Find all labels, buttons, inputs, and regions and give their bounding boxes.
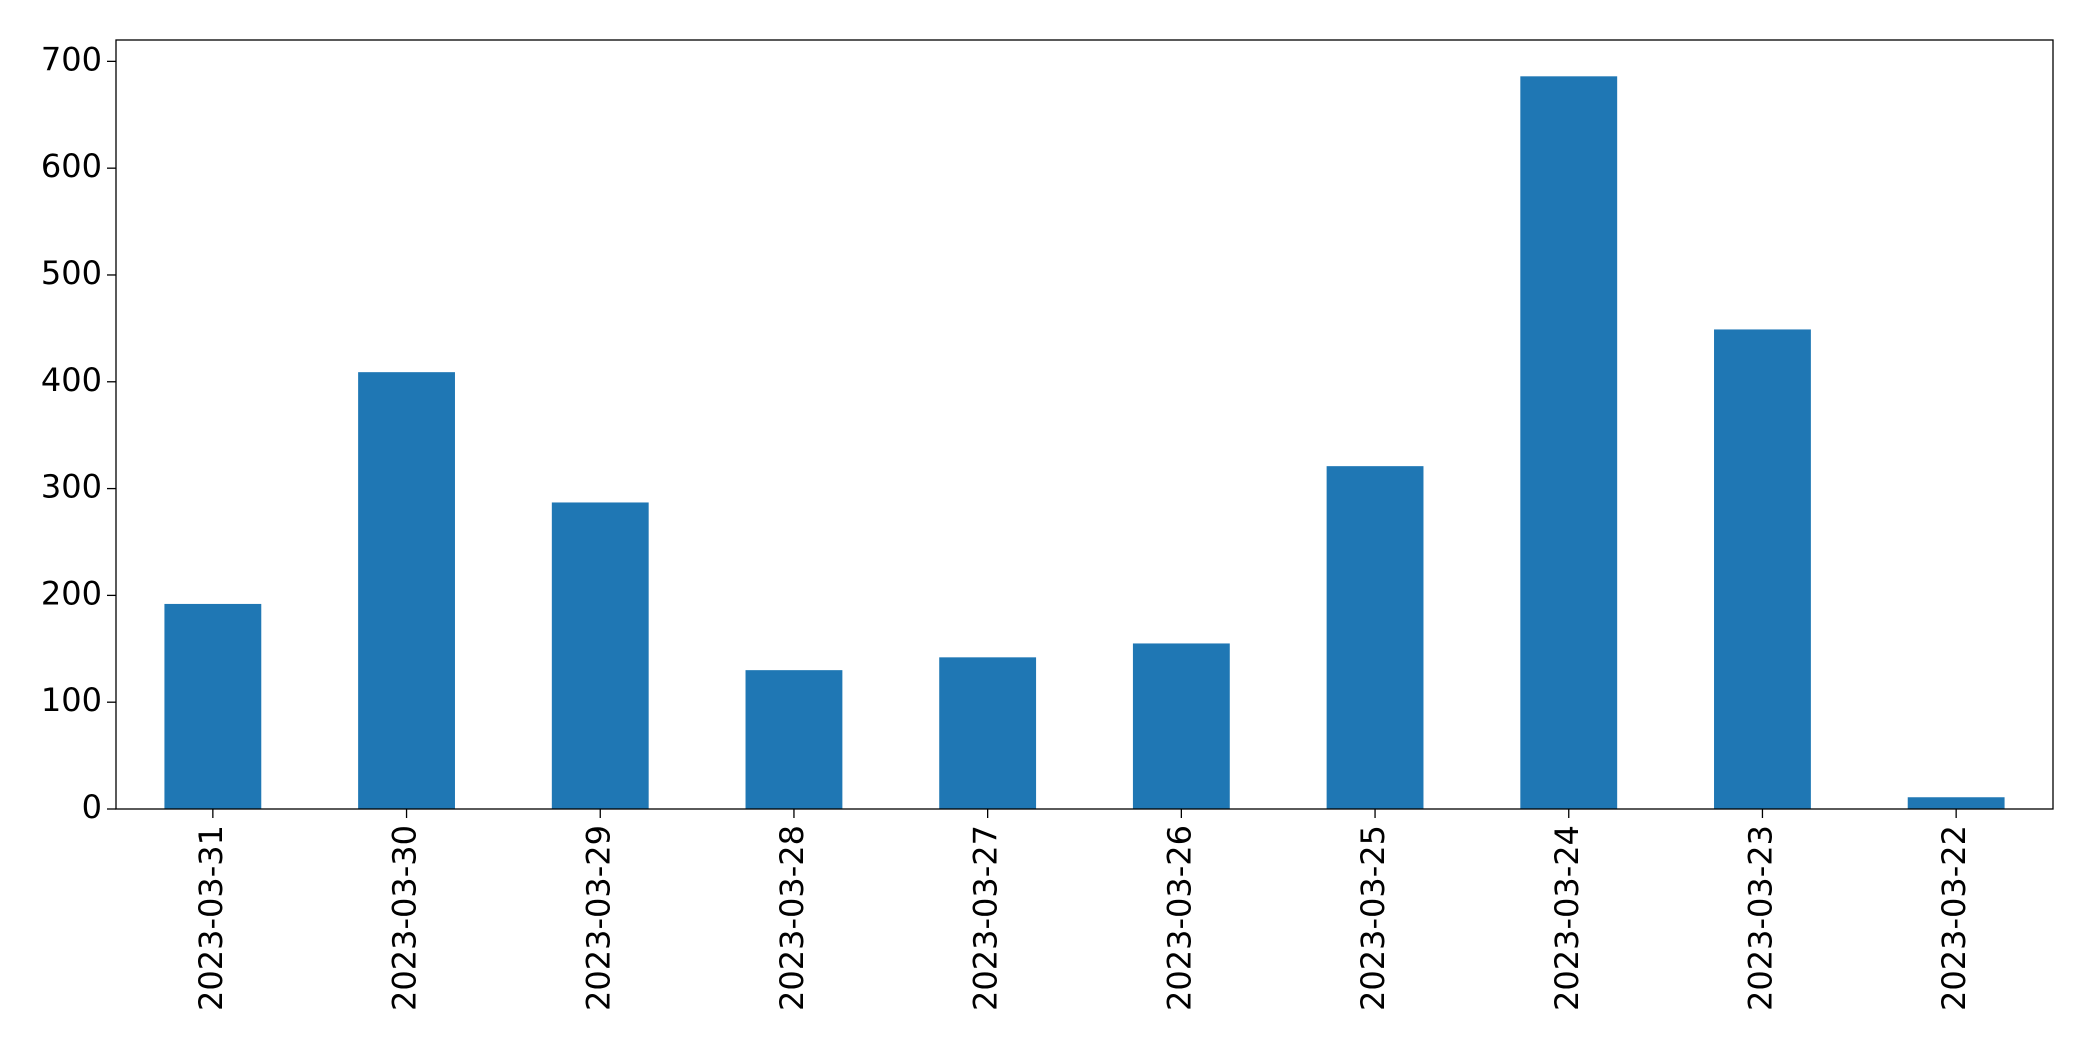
bar	[1714, 329, 1811, 809]
bar	[1132, 643, 1230, 809]
y-tick-label: 200	[41, 574, 102, 612]
y-tick-label: 500	[41, 254, 102, 292]
y-tick-label: 700	[41, 40, 102, 78]
x-tick-label: 2023-03-27	[967, 825, 1005, 1011]
x-tick-label: 2023-03-24	[1548, 825, 1586, 1011]
x-tick-label: 2023-03-31	[192, 825, 230, 1011]
bar	[745, 670, 843, 809]
y-tick-label: 300	[41, 468, 102, 506]
y-tick-label: 0	[82, 788, 102, 826]
bar	[1907, 797, 2005, 809]
x-tick-label: 2023-03-30	[386, 825, 424, 1011]
bar	[1326, 466, 1424, 809]
x-tick-label: 2023-03-25	[1354, 825, 1392, 1011]
x-tick-label: 2023-03-28	[773, 825, 811, 1011]
y-tick-label: 400	[41, 361, 102, 399]
y-tick-label: 600	[41, 147, 102, 185]
x-tick-label: 2023-03-26	[1160, 825, 1198, 1011]
bar	[358, 372, 455, 809]
plot-frame	[115, 39, 2054, 810]
x-tick-label: 2023-03-22	[1935, 825, 1973, 1011]
bar	[164, 603, 262, 809]
bar	[551, 502, 649, 809]
y-tick-label: 100	[41, 681, 102, 719]
x-tick-label: 2023-03-29	[579, 825, 617, 1011]
x-tick-label: 2023-03-23	[1741, 825, 1779, 1011]
bar	[1520, 76, 1618, 809]
bar	[939, 657, 1037, 809]
